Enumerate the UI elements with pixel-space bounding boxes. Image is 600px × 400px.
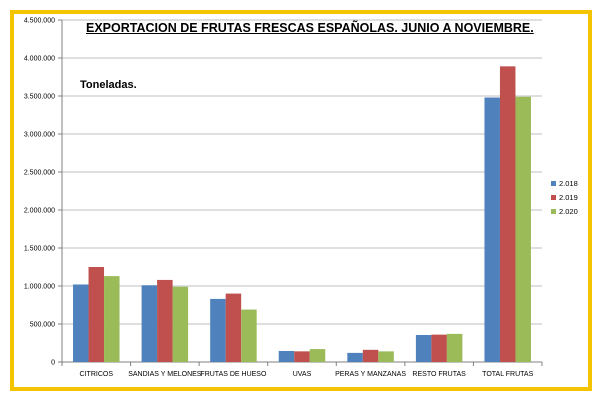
y-tick-label: 3.500.000 — [24, 94, 55, 101]
y-tick-label: 4.500.000 — [24, 18, 55, 25]
bar — [362, 349, 379, 362]
legend-label: 2.020 — [559, 207, 578, 216]
y-axis-unit-label: Toneladas. — [80, 79, 137, 91]
y-tick-label: 4.000.000 — [24, 56, 55, 63]
bar — [278, 350, 295, 362]
bar — [446, 333, 463, 362]
x-tick-label: RESTO FRUTAS — [412, 371, 466, 378]
x-tick-label: FRUTAS DE HUESO — [200, 371, 267, 378]
bar — [484, 97, 500, 363]
bar — [73, 284, 89, 362]
bar — [157, 279, 173, 362]
bar — [210, 298, 226, 362]
chart-title: EXPORTACION DE FRUTAS FRESCAS ESPAÑOLAS.… — [86, 21, 534, 35]
bar — [172, 286, 189, 362]
x-tick-label: TOTAL FRUTAS — [482, 371, 533, 378]
y-tick-label: 1.500.000 — [24, 246, 55, 253]
y-tick-label: 2.000.000 — [24, 208, 55, 215]
x-tick-label: UVAS — [293, 371, 312, 378]
bar — [225, 293, 242, 362]
bar — [415, 335, 432, 362]
legend-swatch — [551, 209, 556, 214]
legend-label: 2.018 — [559, 179, 578, 188]
bar — [347, 352, 363, 362]
y-tick-label: 500.000 — [30, 322, 55, 329]
legend-swatch — [551, 181, 556, 186]
y-tick-label: 3.000.000 — [24, 132, 55, 139]
x-tick-label: CITRICOS — [80, 371, 114, 378]
bar — [141, 285, 158, 362]
x-tick-label: SANDIAS Y MELONES — [128, 371, 202, 378]
bar — [104, 276, 120, 362]
y-tick-label: 1.000.000 — [24, 284, 55, 291]
bar — [309, 349, 326, 362]
bar — [241, 309, 257, 362]
y-tick-label: 2.500.000 — [24, 170, 55, 177]
bar — [431, 334, 447, 362]
bar — [378, 351, 394, 362]
legend-swatch — [551, 195, 556, 200]
bar — [88, 267, 105, 362]
y-tick-label: 0 — [51, 360, 55, 367]
bar — [294, 351, 310, 362]
x-tick-label: PERAS Y MANZANAS — [335, 371, 406, 378]
bar — [515, 96, 531, 362]
legend-label: 2.019 — [559, 193, 578, 202]
bar — [499, 66, 516, 363]
